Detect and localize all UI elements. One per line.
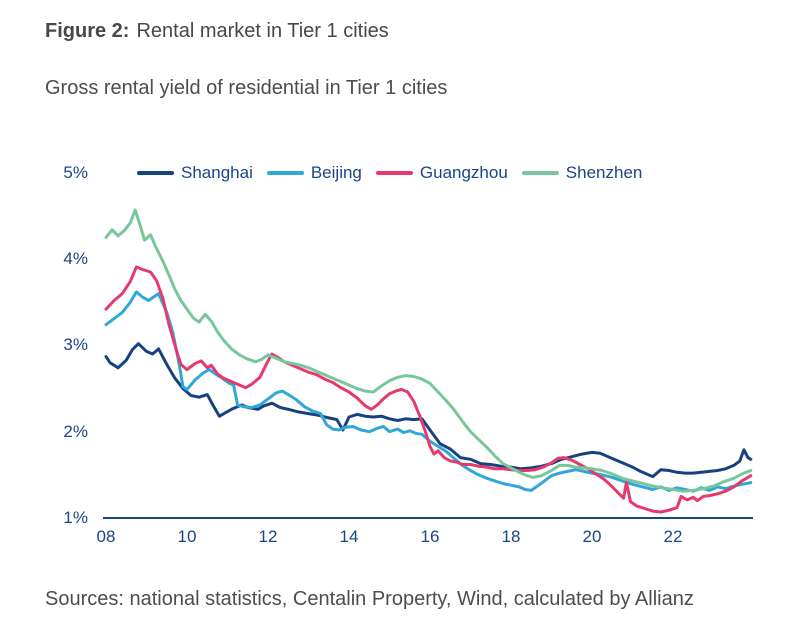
x-tick-label: 14	[339, 527, 359, 546]
y-tick-label: 2%	[63, 421, 88, 441]
x-tick-label: 12	[258, 527, 278, 546]
guangzhou-line-swatch-icon	[375, 171, 413, 175]
legend-item-guangzhou: Guangzhou	[375, 163, 508, 183]
legend-label-shanghai: Shanghai	[181, 163, 253, 182]
x-tick-label: 18	[501, 527, 521, 546]
chart-legend: Shanghai Beijing Guangzhou Shenzhen	[137, 163, 642, 183]
y-tick-label: 3%	[63, 335, 88, 355]
series-line-guangzhou	[104, 265, 753, 514]
beijing-line-swatch-icon	[266, 171, 304, 175]
x-tick-label: 22	[663, 527, 683, 546]
y-tick-label: 1%	[63, 508, 88, 527]
x-tick-label: 10	[177, 527, 197, 546]
x-tick-label: 20	[582, 527, 602, 546]
legend-label-beijing: Beijing	[310, 163, 362, 182]
legend-item-beijing: Beijing	[266, 163, 362, 183]
legend-item-shenzhen: Shenzhen	[521, 163, 643, 183]
series-line-shanghai	[104, 342, 753, 479]
figure-title-text: Rental market in Tier 1 cities	[136, 20, 389, 42]
legend-item-shanghai: Shanghai	[137, 163, 253, 183]
x-tick-label: 16	[420, 527, 440, 546]
y-tick-label: 4%	[63, 249, 88, 269]
series-line-shenzhen	[104, 208, 753, 493]
figure-subtitle: Gross rental yield of residential in Tie…	[45, 77, 448, 99]
y-tick-label: 5%	[63, 162, 88, 182]
figure-title: Figure 2: Rental market in Tier 1 cities	[45, 20, 389, 43]
sources-note: Sources: national statistics, Centalin P…	[45, 588, 694, 610]
shanghai-line-swatch-icon	[137, 171, 174, 175]
x-tick-label: 08	[96, 527, 116, 546]
legend-label-guangzhou: Guangzhou	[419, 163, 508, 182]
legend-label-shenzhen: Shenzhen	[565, 163, 643, 182]
series-line-beijing	[104, 290, 753, 493]
figure-label: Figure 2:	[45, 20, 130, 42]
shenzhen-line-swatch-icon	[521, 171, 559, 175]
